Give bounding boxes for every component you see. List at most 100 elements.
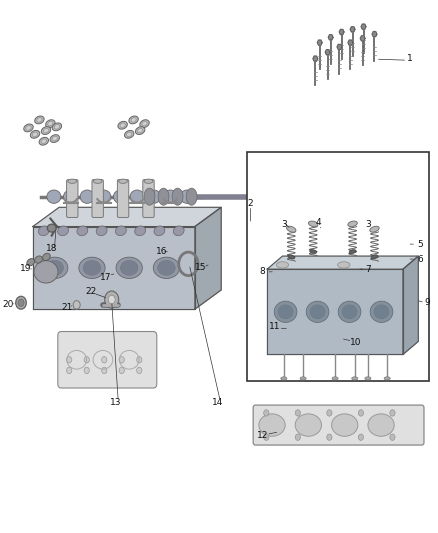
Text: 6: 6 <box>417 255 424 263</box>
Ellipse shape <box>348 221 357 227</box>
Text: 11: 11 <box>269 322 281 331</box>
Ellipse shape <box>332 377 338 380</box>
Ellipse shape <box>129 116 138 124</box>
Circle shape <box>137 357 142 363</box>
Ellipse shape <box>172 188 183 205</box>
Ellipse shape <box>80 190 94 204</box>
Ellipse shape <box>47 190 61 204</box>
Ellipse shape <box>276 262 289 268</box>
Text: 19: 19 <box>20 264 31 273</box>
Circle shape <box>119 367 124 374</box>
Ellipse shape <box>120 260 138 275</box>
Ellipse shape <box>142 122 147 126</box>
Circle shape <box>137 367 142 374</box>
Ellipse shape <box>140 120 149 127</box>
Polygon shape <box>403 256 418 354</box>
FancyBboxPatch shape <box>92 180 103 217</box>
Ellipse shape <box>131 118 136 122</box>
Circle shape <box>264 410 269 416</box>
Ellipse shape <box>41 127 51 134</box>
Circle shape <box>390 434 395 440</box>
Ellipse shape <box>43 128 49 133</box>
Circle shape <box>358 434 364 440</box>
Ellipse shape <box>274 301 297 322</box>
Ellipse shape <box>163 190 177 204</box>
Ellipse shape <box>116 257 142 278</box>
Ellipse shape <box>46 260 64 275</box>
Ellipse shape <box>259 414 285 436</box>
Ellipse shape <box>370 226 379 232</box>
Circle shape <box>295 410 300 416</box>
Ellipse shape <box>384 377 390 380</box>
Ellipse shape <box>135 226 145 236</box>
Ellipse shape <box>130 190 144 204</box>
Ellipse shape <box>158 260 175 275</box>
Polygon shape <box>33 207 221 227</box>
FancyBboxPatch shape <box>117 180 129 217</box>
Polygon shape <box>325 50 330 55</box>
Ellipse shape <box>116 226 126 236</box>
Circle shape <box>295 434 300 440</box>
Text: 20: 20 <box>2 301 14 309</box>
Ellipse shape <box>144 179 153 183</box>
Text: 8: 8 <box>259 268 265 276</box>
Ellipse shape <box>34 261 58 283</box>
Ellipse shape <box>374 305 389 319</box>
Text: 17: 17 <box>100 273 112 281</box>
Ellipse shape <box>332 414 358 436</box>
Ellipse shape <box>50 135 60 142</box>
Circle shape <box>264 434 269 440</box>
Ellipse shape <box>124 131 134 138</box>
Polygon shape <box>350 27 355 32</box>
Ellipse shape <box>42 253 50 261</box>
Polygon shape <box>33 227 195 309</box>
Ellipse shape <box>119 179 127 183</box>
Ellipse shape <box>58 226 68 236</box>
Text: 7: 7 <box>365 265 371 273</box>
Text: 9: 9 <box>424 298 430 307</box>
Ellipse shape <box>310 249 317 254</box>
Ellipse shape <box>120 123 125 127</box>
Circle shape <box>105 291 119 308</box>
Ellipse shape <box>370 301 393 322</box>
Ellipse shape <box>295 414 321 436</box>
Polygon shape <box>317 40 322 45</box>
Text: 21: 21 <box>61 303 72 311</box>
Polygon shape <box>360 36 365 41</box>
Ellipse shape <box>46 120 55 127</box>
Text: 1: 1 <box>406 54 413 63</box>
Circle shape <box>102 357 107 363</box>
Text: 14: 14 <box>212 399 223 407</box>
Ellipse shape <box>97 190 111 204</box>
FancyBboxPatch shape <box>67 180 78 217</box>
Ellipse shape <box>180 190 194 204</box>
Ellipse shape <box>153 257 180 278</box>
Text: 5: 5 <box>417 240 424 248</box>
Ellipse shape <box>144 188 155 205</box>
Polygon shape <box>361 24 366 29</box>
Polygon shape <box>267 269 403 354</box>
Ellipse shape <box>32 132 38 136</box>
Ellipse shape <box>48 122 53 126</box>
Text: 3: 3 <box>281 221 287 229</box>
Ellipse shape <box>342 305 357 319</box>
Ellipse shape <box>368 414 394 436</box>
Ellipse shape <box>147 190 161 204</box>
Circle shape <box>108 295 115 304</box>
Polygon shape <box>195 207 221 309</box>
Text: 22: 22 <box>85 287 97 296</box>
Ellipse shape <box>278 305 293 319</box>
Text: 18: 18 <box>46 244 57 253</box>
Polygon shape <box>267 256 418 269</box>
Ellipse shape <box>310 305 325 319</box>
Ellipse shape <box>35 256 42 263</box>
Ellipse shape <box>158 188 169 205</box>
Ellipse shape <box>39 226 49 236</box>
Circle shape <box>84 357 89 363</box>
Text: 2: 2 <box>248 199 253 208</box>
Ellipse shape <box>68 179 77 183</box>
Text: 15: 15 <box>195 263 206 272</box>
Text: 13: 13 <box>110 399 121 407</box>
Ellipse shape <box>173 226 184 236</box>
Ellipse shape <box>52 123 62 131</box>
